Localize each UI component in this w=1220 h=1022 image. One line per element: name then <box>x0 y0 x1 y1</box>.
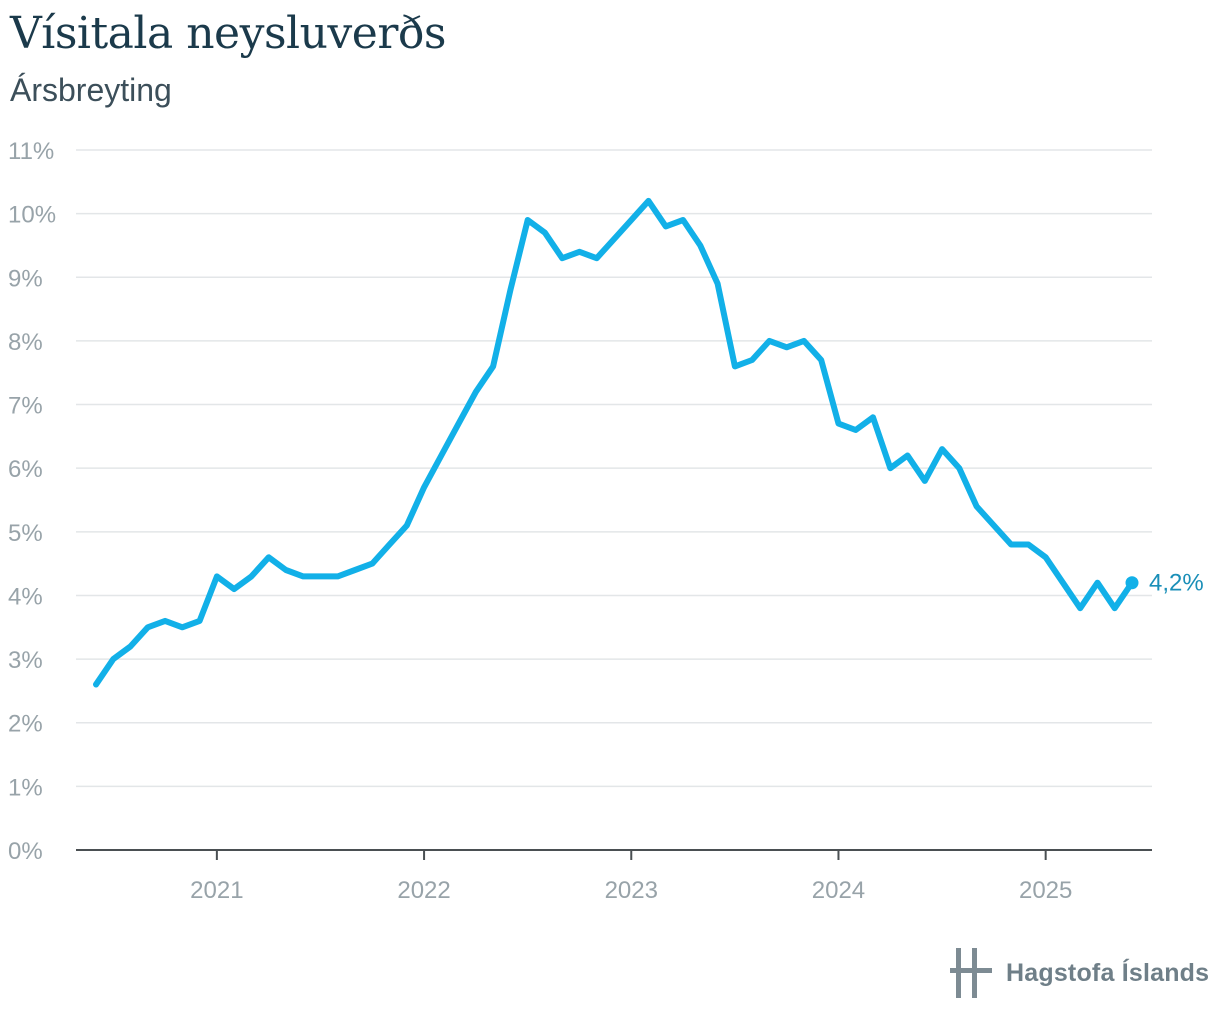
chart-subtitle: Ársbreyting <box>10 72 172 108</box>
x-axis: 2021 2022 2023 2024 2025 <box>76 849 1152 904</box>
y-tick-label: 10% <box>8 202 56 229</box>
y-tick-label: 3% <box>8 647 43 674</box>
series-line <box>93 197 1135 688</box>
hagstofa-logo-icon <box>950 948 992 998</box>
y-tick-label: 9% <box>8 265 43 292</box>
logo-text: Hagstofa Íslands <box>1006 958 1210 987</box>
series-layer: 4,2% <box>93 197 1204 688</box>
hagstofa-logo[interactable]: Hagstofa Íslands <box>950 945 1209 1001</box>
y-tick-label: 5% <box>8 520 43 547</box>
y-axis-ticks: 0% 1% 2% 3% 4% 5% 6% 7% 8% 9% 10% 11% <box>8 138 56 865</box>
x-tick-label: 2024 <box>812 877 865 904</box>
x-tick-label: 2022 <box>397 877 450 904</box>
y-tick-label: 2% <box>8 711 43 738</box>
y-tick-label: 0% <box>8 838 43 865</box>
gridlines <box>76 149 1152 788</box>
y-tick-label: 7% <box>8 393 43 420</box>
y-tick-label: 11% <box>8 138 54 165</box>
chart-title: Vísitala neysluverðs <box>10 8 446 59</box>
y-tick-label: 8% <box>8 329 43 356</box>
x-tick-label: 2025 <box>1019 877 1072 904</box>
x-tick-label: 2021 <box>190 877 243 904</box>
y-tick-label: 4% <box>8 583 43 610</box>
end-point-marker <box>1125 576 1139 590</box>
y-tick-label: 6% <box>8 456 43 483</box>
x-tick-label: 2023 <box>605 877 658 904</box>
end-value-label: 4,2% <box>1149 570 1204 597</box>
y-tick-label: 1% <box>8 774 43 801</box>
